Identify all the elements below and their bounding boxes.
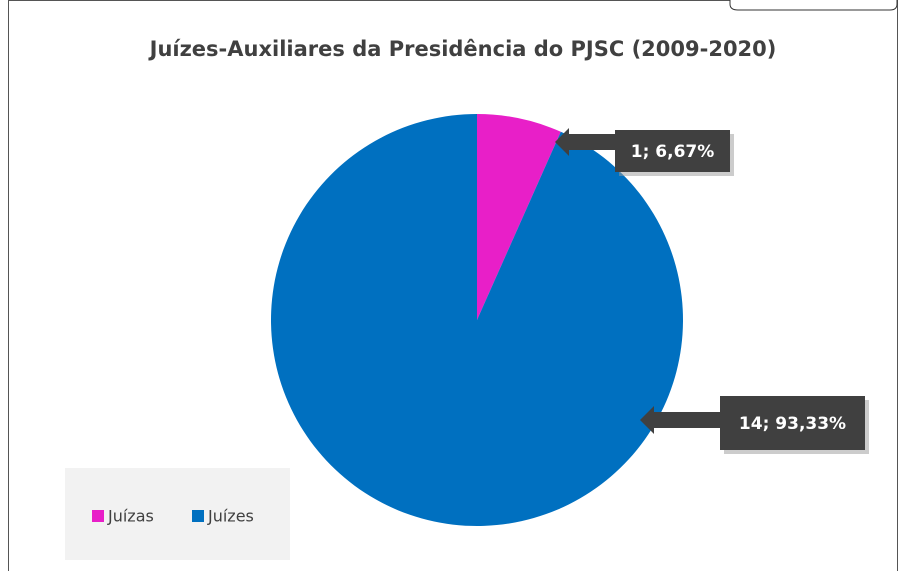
chart-title: Juízes-Auxiliares da Presidência do PJSC… bbox=[148, 37, 777, 61]
legend-label: Juízas bbox=[107, 507, 154, 526]
pie-slice bbox=[477, 114, 561, 320]
label-arrow bbox=[640, 406, 720, 434]
legend-label: Juízes bbox=[207, 507, 254, 526]
legend-swatch bbox=[192, 510, 204, 522]
label-box bbox=[615, 130, 730, 172]
frame-decoration bbox=[729, 0, 898, 11]
data-label: 1; 6,67% bbox=[631, 142, 715, 162]
legend-swatch bbox=[92, 510, 104, 522]
label-arrow bbox=[555, 128, 615, 156]
pie-slice bbox=[270, 114, 683, 526]
data-label: 14; 93,33% bbox=[739, 414, 846, 434]
label-box bbox=[720, 396, 865, 450]
